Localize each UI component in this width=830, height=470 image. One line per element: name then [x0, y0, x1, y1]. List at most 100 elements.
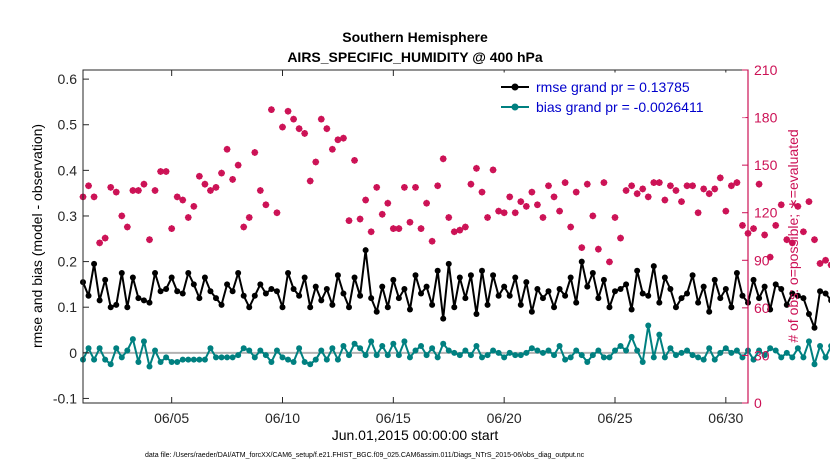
bias-data-point: [201, 356, 208, 363]
y2-tick-label: 120: [754, 205, 778, 221]
bias-data-point: [556, 342, 563, 349]
rmse-data-point: [761, 283, 768, 290]
rmse-data-point: [567, 274, 574, 281]
bias-data-point: [129, 336, 136, 343]
obs-evaluated-marker: [135, 187, 142, 194]
bias-data-point: [390, 340, 397, 347]
bias-data-point: [689, 352, 696, 359]
rmse-data-point: [268, 285, 275, 292]
obs-count-point: [550, 193, 558, 201]
obs-count-point: [606, 258, 613, 266]
bias-data-point: [678, 349, 685, 356]
obs-evaluated-marker: [417, 225, 425, 232]
bias-data-point: [695, 354, 702, 361]
obs-evaluated-marker: [600, 179, 608, 186]
rmse-data-point: [373, 308, 380, 315]
obs-count-point: [96, 239, 104, 247]
obs-evaluated-marker: [101, 234, 109, 242]
bias-data-point: [146, 363, 153, 370]
obs-evaluated-marker: [273, 209, 281, 217]
obs-evaluated-marker: [401, 183, 408, 191]
bias-data-point: [728, 349, 735, 356]
y-tick-label: 0: [69, 345, 77, 361]
obs-evaluated-marker: [262, 201, 270, 209]
bias-data-point: [750, 356, 757, 363]
bias-data-point: [362, 352, 369, 359]
rmse-data-point: [118, 269, 125, 276]
rmse-data-point: [329, 301, 336, 308]
bias-data-point: [329, 345, 336, 352]
rmse-data-point: [656, 299, 663, 306]
obs-count-point: [655, 179, 663, 186]
obs-evaluated-marker: [245, 214, 253, 221]
obs-evaluated-marker: [705, 190, 713, 198]
rmse-data-point: [501, 283, 508, 290]
obs-count-point: [788, 239, 796, 247]
obs-evaluated-marker: [473, 164, 480, 172]
obs-count-point: [528, 188, 536, 196]
obs-count-point: [622, 187, 630, 194]
rmse-data-point: [639, 290, 646, 297]
obs-evaluated-marker: [783, 236, 791, 244]
rmse-data-point: [523, 279, 530, 286]
legend-bias-label: bias grand pr = -0.0026411: [536, 99, 704, 115]
rmse-data-point: [185, 269, 192, 276]
obs-count-point: [450, 228, 458, 236]
obs-evaluated-marker: [173, 193, 181, 201]
bias-data-point: [578, 352, 585, 359]
obs-count-point: [539, 214, 547, 221]
rmse-data-point: [678, 295, 685, 302]
rmse-data-point: [462, 295, 469, 302]
obs-count-point: [378, 210, 386, 218]
bias-data-point: [257, 347, 264, 354]
obs-count-point: [140, 180, 148, 188]
obs-evaluated-marker: [256, 187, 264, 194]
y-tick-label: 0.6: [58, 71, 78, 87]
obs-count-point: [805, 198, 813, 206]
rmse-data-point: [296, 292, 303, 299]
bias-data-point: [307, 361, 314, 368]
bias-data-point: [484, 352, 491, 359]
obs-evaluated-marker: [423, 199, 430, 207]
bias-data-point: [462, 347, 469, 354]
obs-evaluated-marker: [489, 166, 497, 174]
rmse-data-point: [700, 283, 707, 290]
rmse-data-point: [273, 288, 280, 295]
rmse-data-point: [135, 295, 142, 302]
obs-count-point: [517, 198, 525, 206]
obs-count-point: [811, 236, 818, 244]
bias-data-point: [102, 356, 109, 363]
obs-count-point: [761, 231, 769, 239]
obs-count-point: [317, 115, 325, 123]
rmse-data-point: [684, 290, 691, 297]
rmse-data-point: [384, 304, 391, 311]
obs-evaluated-marker: [805, 198, 813, 206]
obs-evaluated-marker: [578, 244, 586, 251]
obs-evaluated-marker: [123, 223, 131, 231]
obs-evaluated-marker: [151, 187, 159, 194]
rmse-data-point: [539, 295, 546, 302]
obs-evaluated-marker: [567, 223, 575, 231]
obs-evaluated-marker: [739, 222, 746, 229]
rmse-data-point: [612, 288, 618, 295]
rmse-data-point: [534, 285, 541, 292]
rmse-data-point: [551, 304, 558, 311]
obs-count-point: [722, 207, 730, 215]
bias-data-point: [672, 352, 679, 359]
obs-count-point: [367, 228, 375, 236]
bias-data-point: [218, 354, 225, 361]
obs-count-point: [711, 185, 719, 193]
bias-data-point: [379, 342, 386, 349]
rmse-data-point: [163, 285, 170, 292]
obs-evaluated-marker: [162, 168, 170, 175]
obs-evaluated-marker: [556, 207, 563, 215]
obs-evaluated-marker: [328, 145, 336, 153]
rmse-data-point: [96, 297, 103, 304]
obs-count-point: [689, 182, 696, 190]
obs-count-point: [777, 201, 785, 209]
y-tick-label: 0.1: [58, 299, 78, 315]
bias-data-point: [334, 356, 341, 363]
bias-data-point: [589, 352, 596, 359]
obs-evaluated-marker: [694, 209, 702, 217]
bias-data-point: [528, 345, 535, 352]
